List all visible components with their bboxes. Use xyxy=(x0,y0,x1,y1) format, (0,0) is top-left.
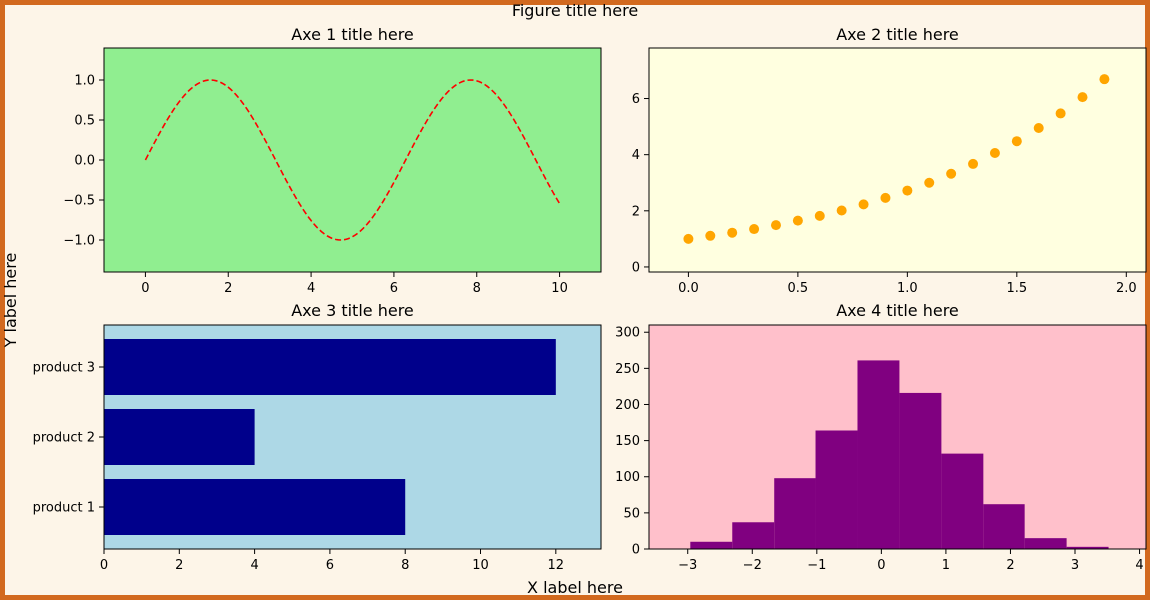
axes-2-point-0 xyxy=(683,233,694,244)
axes-2-point-4 xyxy=(770,220,781,231)
axes-4-bin-0 xyxy=(690,541,733,549)
axes-3-bar-0 xyxy=(104,479,406,535)
axes-4-bin-7 xyxy=(983,504,1025,549)
axes-1-ytick-label-1: −0.5 xyxy=(63,194,95,209)
axes-4-xtick-label-1: −2 xyxy=(743,558,762,573)
axes-4-bin-4 xyxy=(857,360,900,549)
axes-4-title: Axe 4 title here xyxy=(836,301,959,320)
axes-1-xtick-label-5: 10 xyxy=(551,281,568,296)
axes-3-category-label-0: product 1 xyxy=(33,501,95,516)
axes-4-ytick-label-2: 100 xyxy=(615,470,640,485)
axes-2-point-3 xyxy=(749,224,760,235)
axes-2-point-9 xyxy=(880,192,891,203)
axes-1-background xyxy=(104,48,601,272)
axes-2-xtick-label-1: 0.5 xyxy=(788,281,809,296)
axes-4-xtick-label-0: −3 xyxy=(678,558,697,573)
axes-4-bin-6 xyxy=(941,453,984,549)
axes-4-frame xyxy=(648,324,1147,550)
axes-2-ytick-label-3: 6 xyxy=(632,92,640,107)
axes-3-xtick-label-2: 4 xyxy=(250,558,258,573)
axes-4-bin-3 xyxy=(815,430,858,549)
axes-4: Axe 4 title here −3 −2 −1 0 1 2 3 4 0 50 100 150 200… xyxy=(615,301,1147,573)
axes-2-title: Axe 2 title here xyxy=(836,25,959,44)
axes-4-xtick-label-5: 2 xyxy=(1006,558,1014,573)
axes-2-point-13 xyxy=(968,158,979,169)
axes-3-frame xyxy=(103,324,602,550)
axes-4-ytick-label-1: 50 xyxy=(623,506,640,521)
axes-2-point-7 xyxy=(836,205,847,216)
axes-3-bar-2 xyxy=(104,339,556,395)
axes-3-category-label-1: product 2 xyxy=(33,431,95,446)
axes-2-point-6 xyxy=(814,210,825,221)
axes-1-xtick-label-1: 2 xyxy=(224,281,232,296)
axes-4-bin-5 xyxy=(899,392,942,549)
axes-2-point-5 xyxy=(792,215,803,226)
axes-2-point-19 xyxy=(1099,74,1110,85)
axes-4-xtick-label-3: 0 xyxy=(877,558,885,573)
axes-3-category-label-2: product 3 xyxy=(33,361,95,376)
axes-1-xtick-label-0: 0 xyxy=(141,281,149,296)
axes-3-xtick-label-0: 0 xyxy=(100,558,108,573)
axes-2-xtick-label-3: 1.5 xyxy=(1006,281,1027,296)
axes-1-ytick-label-4: 1.0 xyxy=(74,74,95,89)
axes-2-point-11 xyxy=(924,177,935,188)
axes-2-point-17 xyxy=(1055,108,1066,119)
axes-1-xtick-label-3: 6 xyxy=(390,281,398,296)
axes-2-point-12 xyxy=(946,168,957,179)
axes-4-bin-9 xyxy=(1066,546,1109,549)
axes-3-title: Axe 3 title here xyxy=(291,301,414,320)
axes-4-ytick-label-0: 0 xyxy=(632,543,640,558)
axes-1-ytick-label-2: 0.0 xyxy=(74,154,95,169)
axes-2-point-15 xyxy=(1011,136,1022,147)
axes-4-xtick-label-2: −1 xyxy=(807,558,826,573)
axes-3-bar-1 xyxy=(104,409,255,465)
axes-2-point-2 xyxy=(727,227,738,238)
axes-1-ytick-label-0: −1.0 xyxy=(63,234,95,249)
axes-1-ytick-label-3: 0.5 xyxy=(74,114,95,129)
axes-4-ytick-label-3: 150 xyxy=(615,434,640,449)
axes-2-ytick-label-1: 2 xyxy=(632,204,640,219)
axes-4-bin-8 xyxy=(1024,538,1067,549)
axes-2-point-1 xyxy=(705,230,716,241)
axes-2-xtick-label-4: 2.0 xyxy=(1116,281,1137,296)
axes-2-xtick-label-0: 0.0 xyxy=(678,281,699,296)
axes-3-xtick-label-3: 6 xyxy=(326,558,334,573)
axes-3-xtick-label-5: 10 xyxy=(472,558,489,573)
axes-2-background xyxy=(649,48,1146,272)
axes-2-point-14 xyxy=(989,147,1000,158)
axes-2-ytick-label-0: 0 xyxy=(632,260,640,275)
axes-1-xtick-label-2: 4 xyxy=(307,281,315,296)
axes-3-xtick-label-1: 2 xyxy=(175,558,183,573)
axes-4-ytick-label-6: 300 xyxy=(615,326,640,341)
figure-title: Figure title here xyxy=(512,1,638,20)
axes-2-ytick-label-2: 4 xyxy=(632,148,640,163)
axes-2-point-8 xyxy=(858,199,869,210)
axes-3: Axe 3 title here product 1 product 2 produ… xyxy=(33,301,602,573)
axes-1: Axe 1 title here 0 2 4 6 8 10 −1.0 −0.5 0.0 0.5 1.… xyxy=(63,25,602,296)
axes-4-bin-2 xyxy=(774,478,816,549)
axes-2-xtick-label-2: 1.0 xyxy=(897,281,918,296)
axes-1-series-line xyxy=(144,79,561,241)
axes-1-title: Axe 1 title here xyxy=(291,25,414,44)
axes-4-ytick-label-4: 200 xyxy=(615,398,640,413)
axes-2-frame xyxy=(648,47,1147,273)
axes-1-xtick-label-4: 8 xyxy=(473,281,481,296)
axes-4-bin-1 xyxy=(732,522,775,549)
axes-2: Axe 2 title here 0.0 0.5 1.0 1.5 2.0 0 2 4 6 xyxy=(632,25,1147,296)
axes-2-point-16 xyxy=(1033,123,1044,133)
axes-3-xtick-label-6: 12 xyxy=(548,558,565,573)
axes-4-xtick-label-7: 4 xyxy=(1135,558,1143,573)
axes-2-point-18 xyxy=(1077,92,1088,103)
figure-ylabel: Y label here xyxy=(1,253,20,349)
axes-4-ytick-label-5: 250 xyxy=(615,362,640,377)
axes-4-xtick-label-4: 1 xyxy=(942,558,950,573)
figure-xlabel: X label here xyxy=(527,578,623,597)
axes-4-xtick-label-6: 3 xyxy=(1071,558,1079,573)
axes-2-point-10 xyxy=(902,185,913,196)
axes-3-xtick-label-4: 8 xyxy=(401,558,409,573)
axes-1-frame xyxy=(103,47,602,273)
